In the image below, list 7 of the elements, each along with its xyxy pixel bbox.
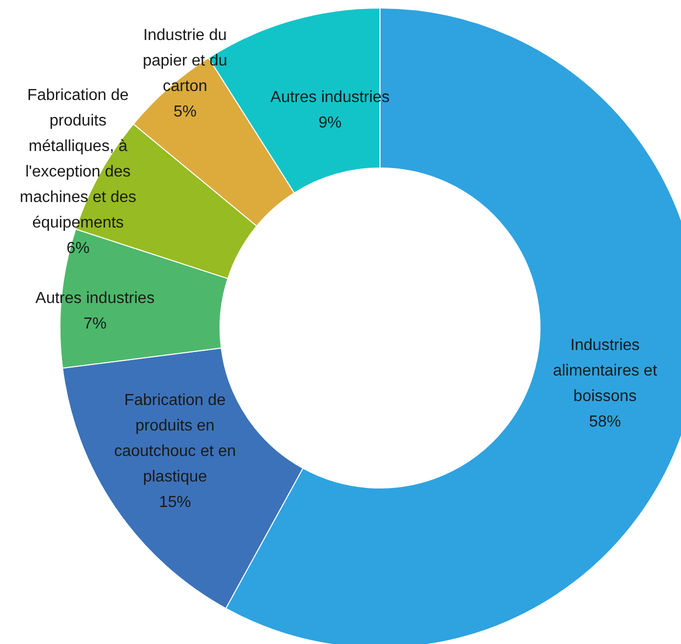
slice-label: Industries alimentaires et boissons bbox=[552, 337, 658, 405]
data-label: 7% bbox=[83, 316, 107, 332]
slice-label: Fabrication de produits en caoutchouc et en plastique bbox=[114, 392, 236, 486]
data-label: 5% bbox=[173, 104, 197, 120]
data-label: 9% bbox=[318, 114, 342, 132]
data-label: 15% bbox=[158, 494, 192, 511]
data-label: 58% bbox=[588, 414, 622, 430]
